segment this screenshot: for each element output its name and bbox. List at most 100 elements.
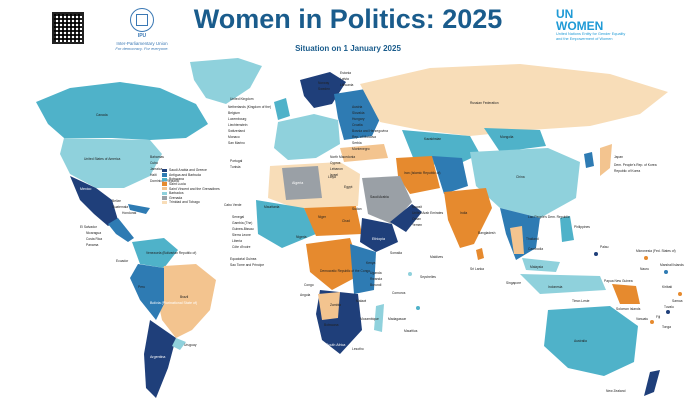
label-argentina: Argentina: [150, 355, 165, 359]
label-niger: Niger: [318, 215, 327, 219]
label-timor: Timor-Leste: [572, 299, 590, 303]
label-nigeria: Nigeria: [296, 235, 307, 239]
label-montenegro: Montenegro: [352, 147, 370, 151]
label-kenya: Kenya: [366, 261, 376, 265]
legend-label: Grenada: [169, 195, 183, 200]
ipu-mark: IPU: [137, 33, 147, 39]
region-philippines: [560, 216, 574, 242]
legend-swatch: [162, 173, 167, 177]
label-thailand: Thailand: [526, 237, 539, 241]
label-russia: Russian Federation: [470, 101, 499, 105]
label-mozambique: Mozambique: [360, 317, 379, 321]
label-uganda: Uganda: [370, 271, 382, 275]
label-angola: Angola: [300, 293, 310, 297]
label-cuba: Cuba: [150, 161, 158, 165]
label-yemen: Yemen: [412, 223, 422, 227]
region-algeria: [282, 166, 322, 200]
label-el-salvador: El Salvador: [80, 225, 98, 229]
label-iran: Iran (Islamic Republic of): [404, 171, 440, 175]
label-tuvalu: Tuvalu: [664, 305, 674, 309]
label-micronesia: Micronesia (Fed. States of): [636, 249, 676, 253]
label-botswana: Botswana: [324, 323, 339, 327]
label-mongolia: Mongolia: [500, 135, 514, 139]
label-new-zealand: New Zealand: [606, 389, 626, 393]
region-greenland: [190, 58, 262, 104]
region-russia: [360, 64, 668, 136]
label-eq-guinea: Equatorial Guinea: [230, 257, 257, 261]
region-oman-yemen: [390, 204, 422, 232]
island-marker: [416, 306, 420, 310]
region-saudi-arabia: [362, 176, 412, 224]
legend-item: Barbados: [162, 191, 236, 196]
label-austria: Austria: [352, 105, 362, 109]
label-gambia: Gambia (The): [232, 221, 252, 225]
page-title: Women in Politics: 2025: [193, 4, 503, 34]
label-seychelles: Seychelles: [420, 275, 436, 279]
label-burundi: Burundi: [370, 283, 382, 287]
ipu-tagline: For democracy. For everyone.: [115, 46, 169, 51]
label-tunisia: Tunisia: [230, 165, 241, 169]
region-mexico: [70, 176, 118, 226]
label-philippines: Philippines: [574, 225, 590, 229]
label-libya: Libya: [328, 175, 336, 179]
label-india: India: [460, 211, 467, 215]
label-cyprus: Cyprus: [330, 161, 341, 165]
region-japan: [600, 144, 612, 176]
ipu-logo: IPU Inter-Parliamentary Union For democr…: [112, 8, 172, 51]
legend-swatch: [162, 168, 167, 172]
label-maldives: Maldives: [430, 255, 443, 259]
label-bahamas: Bahamas: [150, 155, 164, 159]
island-marker: [408, 272, 412, 276]
label-panama: Panama: [86, 243, 98, 247]
label-mauritania: Mauritania: [264, 205, 280, 209]
label-venezuela: Venezuela (Bolivarian Republic of): [146, 251, 196, 255]
label-belgium: Belgium: [228, 111, 240, 115]
label-bosnia: Bosnia and Herzegovina: [352, 129, 388, 133]
region-canada: [36, 82, 208, 140]
label-kuwait: Kuwait: [412, 205, 422, 209]
label-norway: Norway: [318, 81, 330, 85]
label-croatia: Croatia: [352, 123, 363, 127]
label-latvia: Latvia: [340, 77, 349, 81]
island-marker: [666, 310, 670, 314]
label-tonga: Tonga: [662, 325, 671, 329]
region-iran: [396, 156, 440, 194]
label-sri-lanka: Sri Lanka: [470, 267, 484, 271]
legend-item: Saudi Arabia and Greece: [162, 168, 236, 173]
label-brazil: Brazil: [180, 295, 189, 299]
label-dprk: Dem. People's Rep. of Korea: [614, 163, 657, 167]
region-brazil: [156, 264, 216, 338]
label-estonia: Estonia: [340, 71, 351, 75]
legend: Saudi Arabia and Greece Antigua and Barbu…: [162, 168, 236, 205]
legend-swatch: [162, 182, 167, 186]
label-usa: United States of America: [84, 157, 120, 161]
label-peru: Peru: [138, 285, 145, 289]
region-east-africa: [350, 244, 376, 294]
label-united-kingdom: United Kingdom: [230, 97, 254, 101]
legend-label: Botswana: [169, 177, 184, 182]
legend-swatch: [162, 186, 167, 191]
region-china: [470, 148, 580, 218]
label-china: China: [516, 175, 525, 179]
label-zambia: Zambia: [330, 303, 341, 307]
label-australia: Australia: [574, 339, 587, 343]
label-san-marino: San Marino: [228, 141, 245, 145]
region-afghanistan-pakistan: [432, 156, 468, 194]
region-sahel: [304, 206, 362, 236]
island-marker: [664, 270, 668, 274]
region-india: [444, 188, 492, 248]
label-monaco: Monaco: [228, 135, 240, 139]
label-luxembourg: Luxembourg: [228, 117, 246, 121]
label-uruguay: Uruguay: [184, 343, 197, 347]
label-algeria: Algeria: [292, 181, 303, 185]
label-singapore: Singapore: [506, 281, 521, 285]
label-sao-tome: Sao Tome and Principe: [230, 263, 264, 267]
unwomen-logo-top: UN: [556, 7, 574, 21]
label-sudan: Sudan: [352, 207, 362, 211]
label-kazakhstan: Kazakhstan: [424, 137, 441, 141]
legend-swatch: [162, 177, 167, 182]
label-korea: Republic of Korea: [614, 169, 640, 173]
island-marker: [678, 292, 682, 296]
label-madagascar: Madagascar: [388, 317, 407, 321]
region-australia: [544, 306, 638, 376]
